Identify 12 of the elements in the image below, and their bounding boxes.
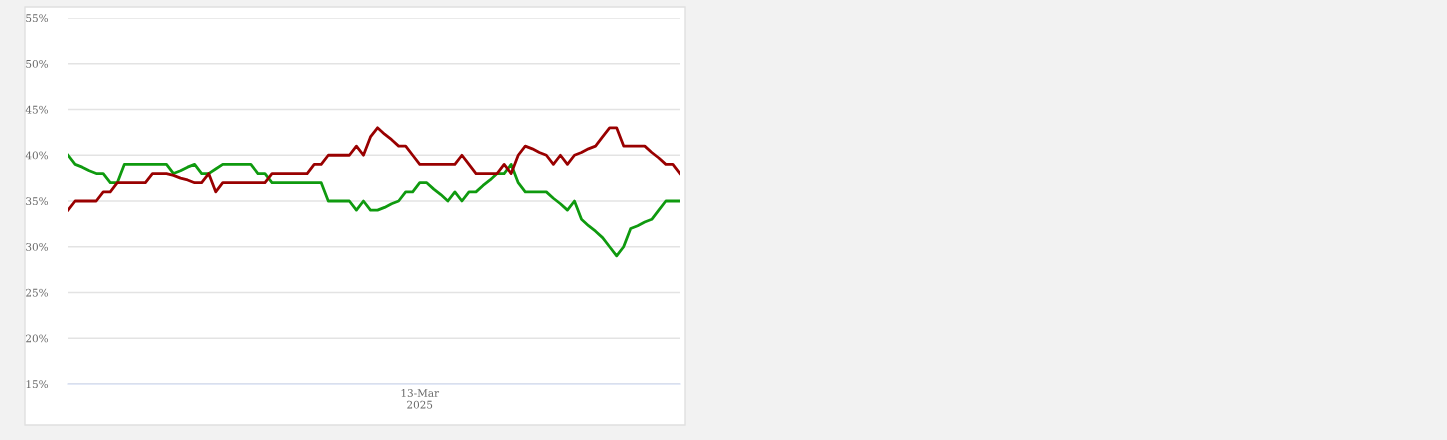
y-tick-label: 20% (26, 334, 48, 343)
y-tick-label: 30% (26, 242, 48, 251)
y-tick-label: 35% (26, 197, 48, 206)
line-series (68, 153, 680, 258)
y-tick-label: 40% (25, 151, 48, 160)
y-tick-label: 25% (26, 288, 48, 297)
x-tick-label: 13-Mar 2025 (401, 389, 440, 409)
y-tick-label: 55% (26, 14, 48, 23)
line-series (68, 126, 680, 212)
y-tick-label: 45% (25, 105, 48, 114)
y-tick-label: 50% (26, 59, 48, 68)
y-tick-label: 15% (26, 380, 48, 389)
